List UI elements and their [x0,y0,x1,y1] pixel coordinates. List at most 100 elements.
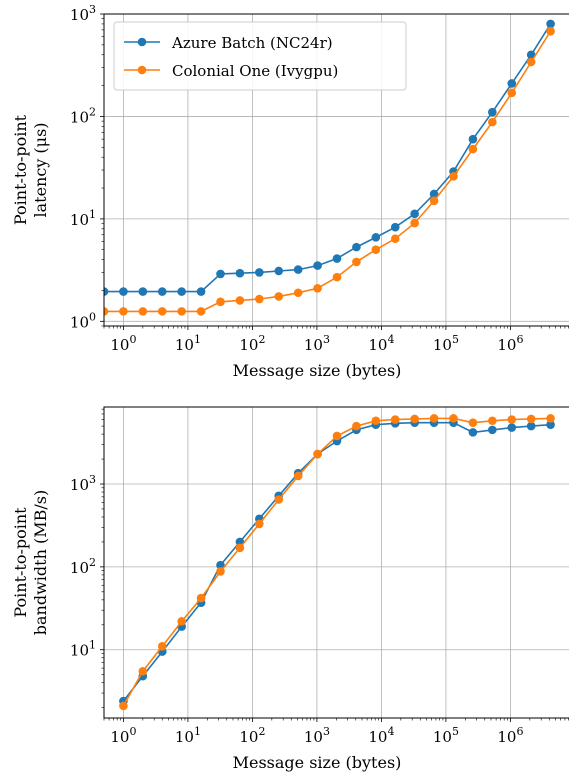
latency-data-point [332,272,342,282]
latency-data-point [157,307,167,316]
latency-data-point [157,287,167,296]
bandwidth-data-point [546,420,555,429]
bandwidth-data-point [274,495,284,504]
bandwidth-data-point [546,414,555,423]
bandwidth-data-point [332,431,342,441]
latency-data-point [371,233,381,242]
bandwidth-y-tick-label: 103 [70,473,96,494]
latency-x-tick-label: 103 [304,333,330,354]
bandwidth-y-tick-label: 102 [70,556,96,577]
latency-data-point [274,292,284,301]
bandwidth-x-tick-label: 100 [110,725,136,746]
bandwidth-data-point [177,617,186,626]
bandwidth-data-point [468,418,478,427]
legend-label: Colonial One (Ivygpu) [172,62,338,80]
latency-y-tick-label: 102 [70,105,96,126]
bandwidth-x-tick-label: 102 [239,725,265,746]
latency-data-point [235,268,245,278]
bandwidth-x-tick-label: 105 [433,725,459,746]
latency-y-tick-label: 103 [70,3,96,24]
bandwidth-data-point [410,414,419,424]
bandwidth-y-axis-label: Point-to-pointbandwidth (MB/s) [11,490,50,635]
latency-data-point [255,268,264,277]
bandwidth-data-point [216,560,225,570]
latency-data-point [177,307,186,316]
legend-box [113,21,407,91]
bandwidth-data-point [216,567,225,576]
latency-plot-frame [103,13,569,327]
latency-data-point [216,297,225,307]
latency-data-point [449,172,458,181]
latency-data-point [371,245,381,255]
legend-entry: Colonial One (Ivygpu) [124,62,338,80]
legend-entry: Azure Batch (NC24r) [124,34,333,52]
latency-data-point [196,287,206,296]
bandwidth-data-point [390,415,400,424]
latency-data-point [429,196,439,206]
bandwidth-data-point [429,414,439,423]
latency-data-point [177,287,186,296]
latency-data-point [104,307,109,316]
latency-data-point [138,287,148,296]
latency-data-point [119,307,128,316]
latency-data-point [313,284,322,293]
bandwidth-data-point [507,423,517,432]
latency-data-point [196,307,206,316]
bandwidth-data-point [293,471,303,481]
bandwidth-data-point [235,543,245,553]
latency-series-azure-batch [104,19,555,296]
latency-data-point [507,88,517,98]
latency-data-point [216,269,225,279]
latency-x-tick-label: 105 [433,333,459,354]
latency-data-point [138,307,148,316]
latency-data-point [429,189,439,199]
bandwidth-data-point [449,414,458,423]
latency-data-point [410,209,419,219]
latency-x-tick-label: 104 [368,333,394,354]
bandwidth-x-tick-label: 106 [497,725,523,746]
latency-y-tick-label: 100 [70,310,96,331]
bandwidth-series-azure-batch [119,418,555,706]
latency-data-point [546,19,555,29]
latency-data-point [488,117,497,127]
latency-data-point [352,257,361,267]
bandwidth-data-point [157,642,167,651]
legend: Azure Batch (NC24r) Colonial One (Ivygpu) [113,21,407,91]
latency-y-axis-label: Point-to-pointlatency (μs) [11,114,50,225]
bandwidth-series-colonial-one [119,414,555,711]
bandwidth-y-tick-label: 101 [70,639,96,660]
latency-data-point [526,57,536,67]
latency-data-point [352,242,361,252]
latency-series-colonial-one [104,26,555,316]
bandwidth-data-point [468,428,478,437]
legend-label: Azure Batch (NC24r) [171,34,333,52]
latency-data-point [235,296,245,305]
bandwidth-data-point [119,701,128,711]
latency-data-point [119,287,128,296]
latency-data-point [488,107,497,117]
latency-data-point [104,287,109,296]
legend-marker [137,65,147,75]
latency-data-point [468,134,478,144]
bandwidth-data-point [507,415,517,424]
latency-x-tick-label: 106 [497,333,523,354]
latency-x-tick-label: 101 [175,333,201,354]
latency-data-point [507,79,517,88]
latency-data-point [255,294,264,304]
latency-data-point [546,26,555,36]
legend-marker [137,37,147,47]
latency-data-point [332,254,342,263]
bandwidth-data-point [313,449,322,459]
bandwidth-series-line [122,417,551,707]
bandwidth-data-point [352,421,361,431]
latency-data-point [390,222,400,232]
latency-y-tick-label: 101 [70,208,96,229]
bandwidth-data-point [488,425,497,435]
latency-data-point [410,218,419,228]
bandwidth-plot-frame [103,406,569,719]
latency-x-tick-label: 102 [239,333,265,354]
latency-data-point [313,261,322,270]
latency-data-point [468,144,478,154]
bandwidth-data-point [488,416,497,426]
bandwidth-chart: 100 101 102 103 104 105 106 101 102 103 Message si… [11,406,569,772]
